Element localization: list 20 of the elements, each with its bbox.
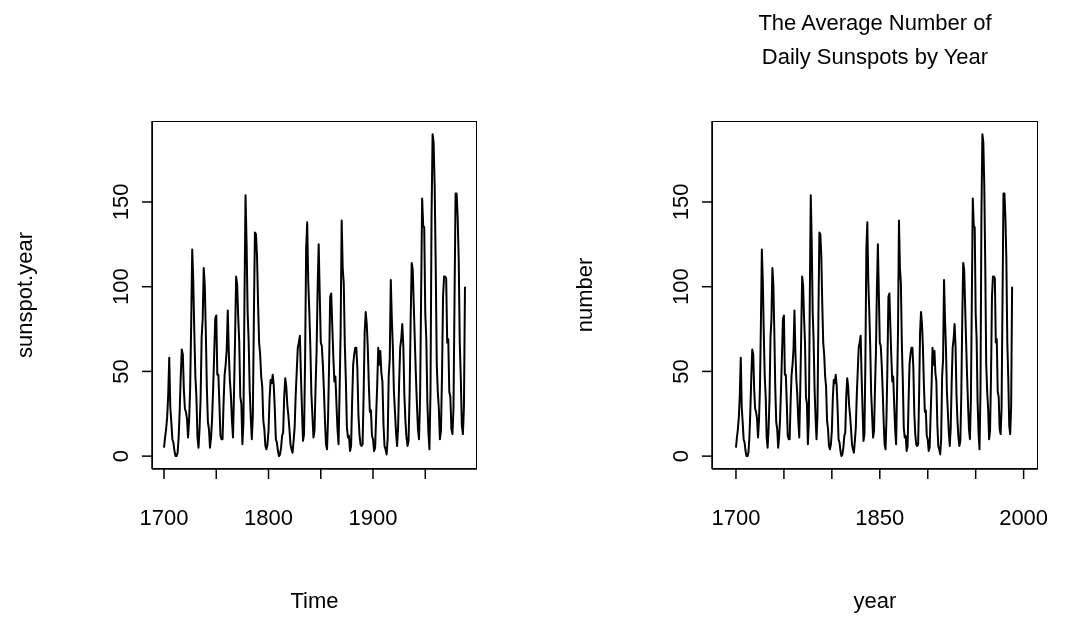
chart-title: The Average Number of Daily Sunspots by Year xyxy=(757,9,993,71)
x-tick-label: 2000 xyxy=(999,505,1049,530)
y-tick-label: 0 xyxy=(668,450,693,463)
y-tick-label: 0 xyxy=(108,450,133,463)
x-tick-label: 1850 xyxy=(855,505,905,530)
x-axis-title: year xyxy=(852,588,898,614)
y-tick-label: 150 xyxy=(108,183,133,221)
x-axis-title: Time xyxy=(289,588,340,614)
y-tick-label: 50 xyxy=(108,359,133,384)
x-tick-label: 1700 xyxy=(139,505,189,530)
x-tick-label: 1800 xyxy=(244,505,293,530)
y-axis-title: number xyxy=(571,256,598,335)
y-tick-label: 100 xyxy=(668,268,693,306)
y-tick-label: 100 xyxy=(108,268,133,306)
x-tick-label: 1700 xyxy=(711,505,761,530)
x-tick-label: 1900 xyxy=(348,505,398,530)
y-tick-label: 50 xyxy=(668,359,693,384)
line-series xyxy=(734,133,1014,458)
y-axis-title: sunspot.year xyxy=(11,231,38,360)
y-tick-label: 150 xyxy=(668,183,693,221)
